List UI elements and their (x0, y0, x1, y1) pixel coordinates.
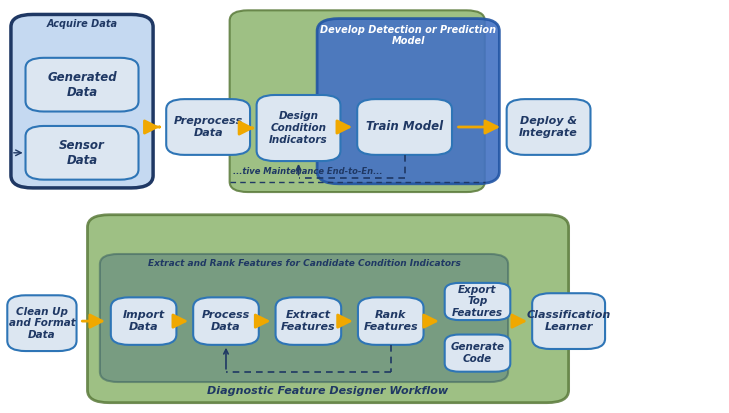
FancyBboxPatch shape (357, 99, 452, 155)
FancyBboxPatch shape (100, 254, 508, 382)
Text: Generate
Code: Generate Code (451, 342, 504, 364)
FancyBboxPatch shape (111, 297, 176, 345)
Text: ...tive Maintenance End-to-En...: ...tive Maintenance End-to-En... (233, 166, 383, 176)
FancyBboxPatch shape (358, 297, 424, 345)
FancyBboxPatch shape (230, 10, 485, 192)
Text: Train Model: Train Model (366, 121, 443, 133)
Text: Preprocess
Data: Preprocess Data (174, 116, 243, 138)
Text: Process
Data: Process Data (202, 310, 250, 332)
FancyBboxPatch shape (507, 99, 590, 155)
Text: Generated
Data: Generated Data (47, 71, 117, 99)
FancyBboxPatch shape (532, 293, 605, 349)
Text: Export
Top
Features: Export Top Features (452, 285, 503, 318)
Text: Develop Detection or Prediction
Model: Develop Detection or Prediction Model (320, 25, 496, 46)
Text: Extract
Features: Extract Features (281, 310, 335, 332)
Text: Sensor
Data: Sensor Data (59, 139, 105, 167)
Text: Classification
Learner: Classification Learner (526, 310, 611, 332)
Text: Design
Condition
Indicators: Design Condition Indicators (269, 112, 328, 145)
FancyBboxPatch shape (87, 215, 569, 403)
FancyBboxPatch shape (193, 297, 259, 345)
Text: Extract and Rank Features for Candidate Condition Indicators: Extract and Rank Features for Candidate … (147, 259, 461, 268)
FancyBboxPatch shape (26, 58, 139, 112)
FancyBboxPatch shape (257, 95, 340, 161)
FancyBboxPatch shape (276, 297, 341, 345)
Text: Import
Data: Import Data (122, 310, 165, 332)
FancyBboxPatch shape (26, 126, 139, 180)
FancyBboxPatch shape (11, 14, 153, 188)
Text: Diagnostic Feature Designer Workflow: Diagnostic Feature Designer Workflow (208, 387, 448, 396)
FancyBboxPatch shape (317, 19, 499, 184)
Text: Acquire Data: Acquire Data (47, 19, 117, 28)
Text: Rank
Features: Rank Features (364, 310, 418, 332)
FancyBboxPatch shape (166, 99, 250, 155)
Text: Deploy &
Integrate: Deploy & Integrate (519, 116, 578, 138)
FancyBboxPatch shape (445, 283, 510, 320)
Text: Clean Up
and Format
Data: Clean Up and Format Data (9, 306, 75, 340)
FancyBboxPatch shape (445, 335, 510, 372)
FancyBboxPatch shape (7, 295, 77, 351)
